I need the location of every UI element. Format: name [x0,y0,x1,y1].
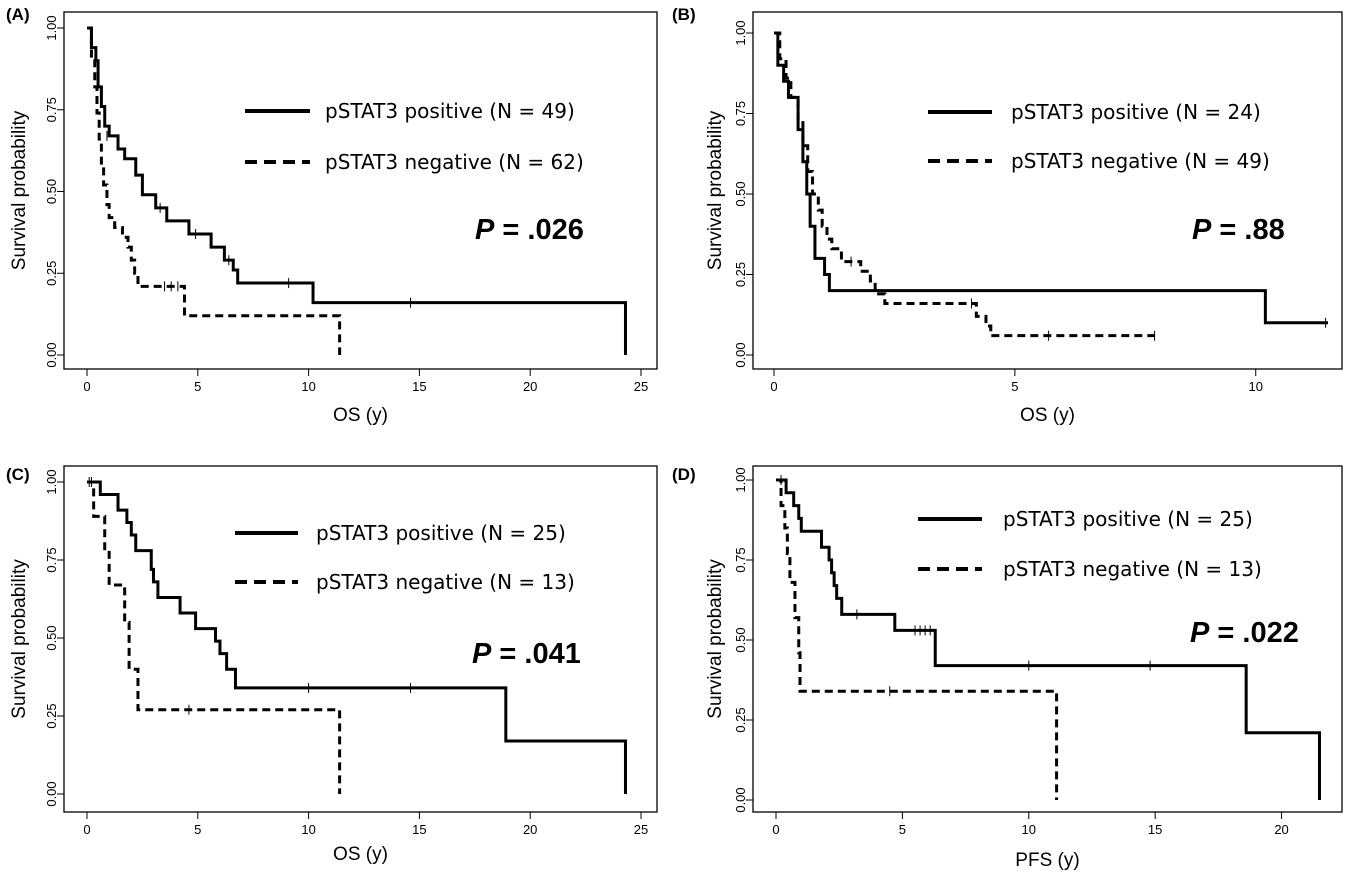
negative-survival-curve [774,31,1155,338]
positive-survival-curve [87,26,627,355]
legend-label-positive: pSTAT3 positive (N = 24) [1011,100,1261,124]
x-tick-label: 20 [523,822,537,837]
x-tick-label: 20 [523,379,537,394]
y-axis-label: Survival probability [9,110,30,270]
x-tick-label: 5 [194,822,201,837]
negative-survival-curve [776,478,1059,800]
legend-label-negative: pSTAT3 negative (N = 62) [325,150,584,174]
y-tick-label: 0.00 [733,342,748,367]
x-tick-label: 25 [634,379,648,394]
x-tick-label: 0 [83,379,90,394]
y-tick-label: 0.00 [44,781,59,806]
x-tick-label: 5 [194,379,201,394]
x-tick-label: 20 [1274,822,1288,837]
x-tick-label: 25 [634,822,648,837]
x-axis-label: OS (y) [1020,405,1075,426]
x-axis-label: PFS (y) [1015,850,1079,871]
y-tick-label: 0.75 [44,547,59,572]
x-axis-label: OS (y) [333,405,388,426]
y-axis-label: Survival probability [705,110,726,270]
p-value-annotation: P = .88 [1192,214,1285,246]
x-tick-label: 0 [772,822,779,837]
p-value-annotation: P = .026 [475,214,584,246]
plot-frame [63,465,658,813]
y-tick-label: 0.50 [44,625,59,650]
x-tick-label: 15 [412,379,426,394]
legend-label-positive: pSTAT3 positive (N = 25) [1003,507,1253,531]
panel-label: (D) [672,465,696,484]
legend-label-negative: pSTAT3 negative (N = 13) [1003,557,1262,581]
positive-survival-curve [774,31,1328,325]
y-tick-label: 0.75 [44,97,59,122]
negative-survival-curve [87,26,342,355]
x-tick-label: 5 [899,822,906,837]
legend-label-negative: pSTAT3 negative (N = 49) [1011,149,1270,173]
positive-survival-curve [87,480,627,794]
panel-b: (B) 0 5 10 0.00 0.25 0.50 0.75 1.00 OS (y) Surviva… [672,5,1343,426]
y-axis-label: Survival probability [705,559,726,719]
legend-label-positive: pSTAT3 positive (N = 25) [316,521,566,545]
x-tick-label: 0 [770,379,777,394]
y-tick-label: 0.75 [733,101,748,126]
panel-label: (B) [672,5,696,24]
x-tick-label: 15 [1148,822,1162,837]
p-value-annotation: P = .041 [472,638,581,670]
y-tick-label: 0.50 [44,179,59,204]
y-tick-label: 1.00 [733,20,748,45]
y-axis-label: Survival probability [9,559,30,719]
y-tick-label: 1.00 [733,467,748,492]
x-tick-label: 15 [412,822,426,837]
negative-survival-curve [87,480,342,794]
plot-frame [752,465,1343,813]
x-tick-label: 10 [1249,379,1263,394]
x-tick-label: 10 [1022,822,1036,837]
y-tick-label: 0.25 [44,261,59,286]
panel-d: (D) 0 5 10 15 20 0.00 0.25 0.50 0.75 1.00 PFS (y) Su… [672,465,1343,871]
y-tick-label: 0.25 [733,707,748,732]
p-value-annotation: P = .022 [1190,617,1299,649]
panel-label: (A) [6,5,30,24]
panel-label: (C) [6,465,30,484]
x-tick-label: 5 [1011,379,1018,394]
plot-frame [752,11,1343,370]
y-tick-label: 0.00 [733,787,748,812]
plot-frame [63,11,658,370]
y-tick-label: 0.25 [44,703,59,728]
legend-label-positive: pSTAT3 positive (N = 49) [325,99,575,123]
y-tick-label: 1.00 [44,15,59,40]
legend-label-negative: pSTAT3 negative (N = 13) [316,570,575,594]
y-tick-label: 0.50 [733,181,748,206]
positive-survival-curve [776,478,1321,800]
y-tick-label: 0.50 [733,627,748,652]
y-tick-label: 0.25 [733,262,748,287]
y-tick-label: 1.00 [44,469,59,494]
panel-a: (A) 0 5 10 15 20 25 0.00 0.25 0.50 0.75 1.00 OS (y) S… [6,5,658,426]
y-tick-label: 0.00 [44,342,59,367]
y-tick-label: 0.75 [733,547,748,572]
x-tick-label: 10 [301,822,315,837]
panel-c: (C) 0 5 10 15 20 25 0.00 0.25 0.50 0.75 1.00 OS (y) S… [6,465,658,865]
x-tick-label: 10 [301,379,315,394]
x-tick-label: 0 [83,822,90,837]
x-axis-label: OS (y) [333,844,388,865]
